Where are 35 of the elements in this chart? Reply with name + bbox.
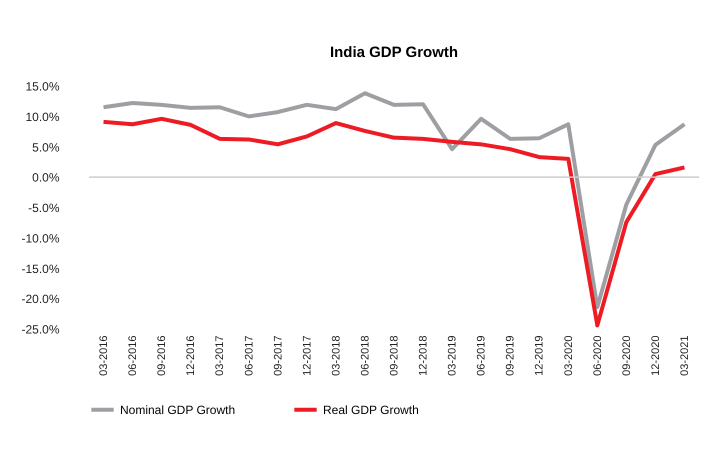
x-tick-label: 12-2018	[418, 336, 430, 376]
x-tick-label: 06-2016	[127, 336, 140, 376]
x-tick-label: 12-2020	[650, 336, 662, 376]
line-series	[102, 116, 686, 328]
x-tick-label: 09-2017	[272, 336, 284, 376]
y-tick-label: 5.0%	[32, 140, 60, 154]
y-tick-label: 15.0%	[25, 80, 60, 94]
x-tick-label: 03-2016	[98, 336, 110, 376]
x-tick-label: 12-2016	[185, 336, 198, 376]
y-tick-label: -25.0%	[21, 322, 60, 336]
legend-label: Real GDP Growth	[323, 402, 419, 417]
x-tick-label: 03-2019	[446, 336, 459, 376]
x-tick-label: 03-2020	[562, 336, 575, 376]
y-tick-label: -10.0%	[21, 231, 60, 246]
x-tick-label: 09-2018	[388, 336, 400, 376]
x-tick-label: 06-2020	[592, 336, 604, 376]
line-series	[102, 91, 686, 310]
x-tick-label: 12-2019	[534, 336, 546, 376]
x-tick-label: 09-2020	[620, 336, 633, 376]
x-tick-label: 03-2021	[678, 336, 691, 376]
x-tick-label: 06-2019	[476, 336, 488, 376]
y-tick-label: -20.0%	[21, 292, 60, 306]
chart-title: India GDP Growth	[330, 44, 458, 61]
y-tick-label: 10.0%	[25, 110, 60, 124]
y-tick-label: -15.0%	[21, 262, 60, 276]
x-tick-label: 06-2017	[243, 336, 256, 376]
y-tick-label: 0.0%	[32, 170, 60, 185]
y-tick-label: -5.0%	[28, 201, 60, 215]
x-tick-label: 03-2017	[214, 336, 226, 376]
legend-label: Nominal GDP Growth	[120, 402, 236, 417]
x-tick-label: 06-2018	[359, 336, 372, 376]
x-tick-label: 03-2018	[330, 336, 342, 376]
x-tick-label: 09-2019	[504, 336, 517, 376]
x-tick-label: 12-2017	[301, 336, 314, 376]
x-tick-label: 09-2016	[156, 336, 168, 376]
